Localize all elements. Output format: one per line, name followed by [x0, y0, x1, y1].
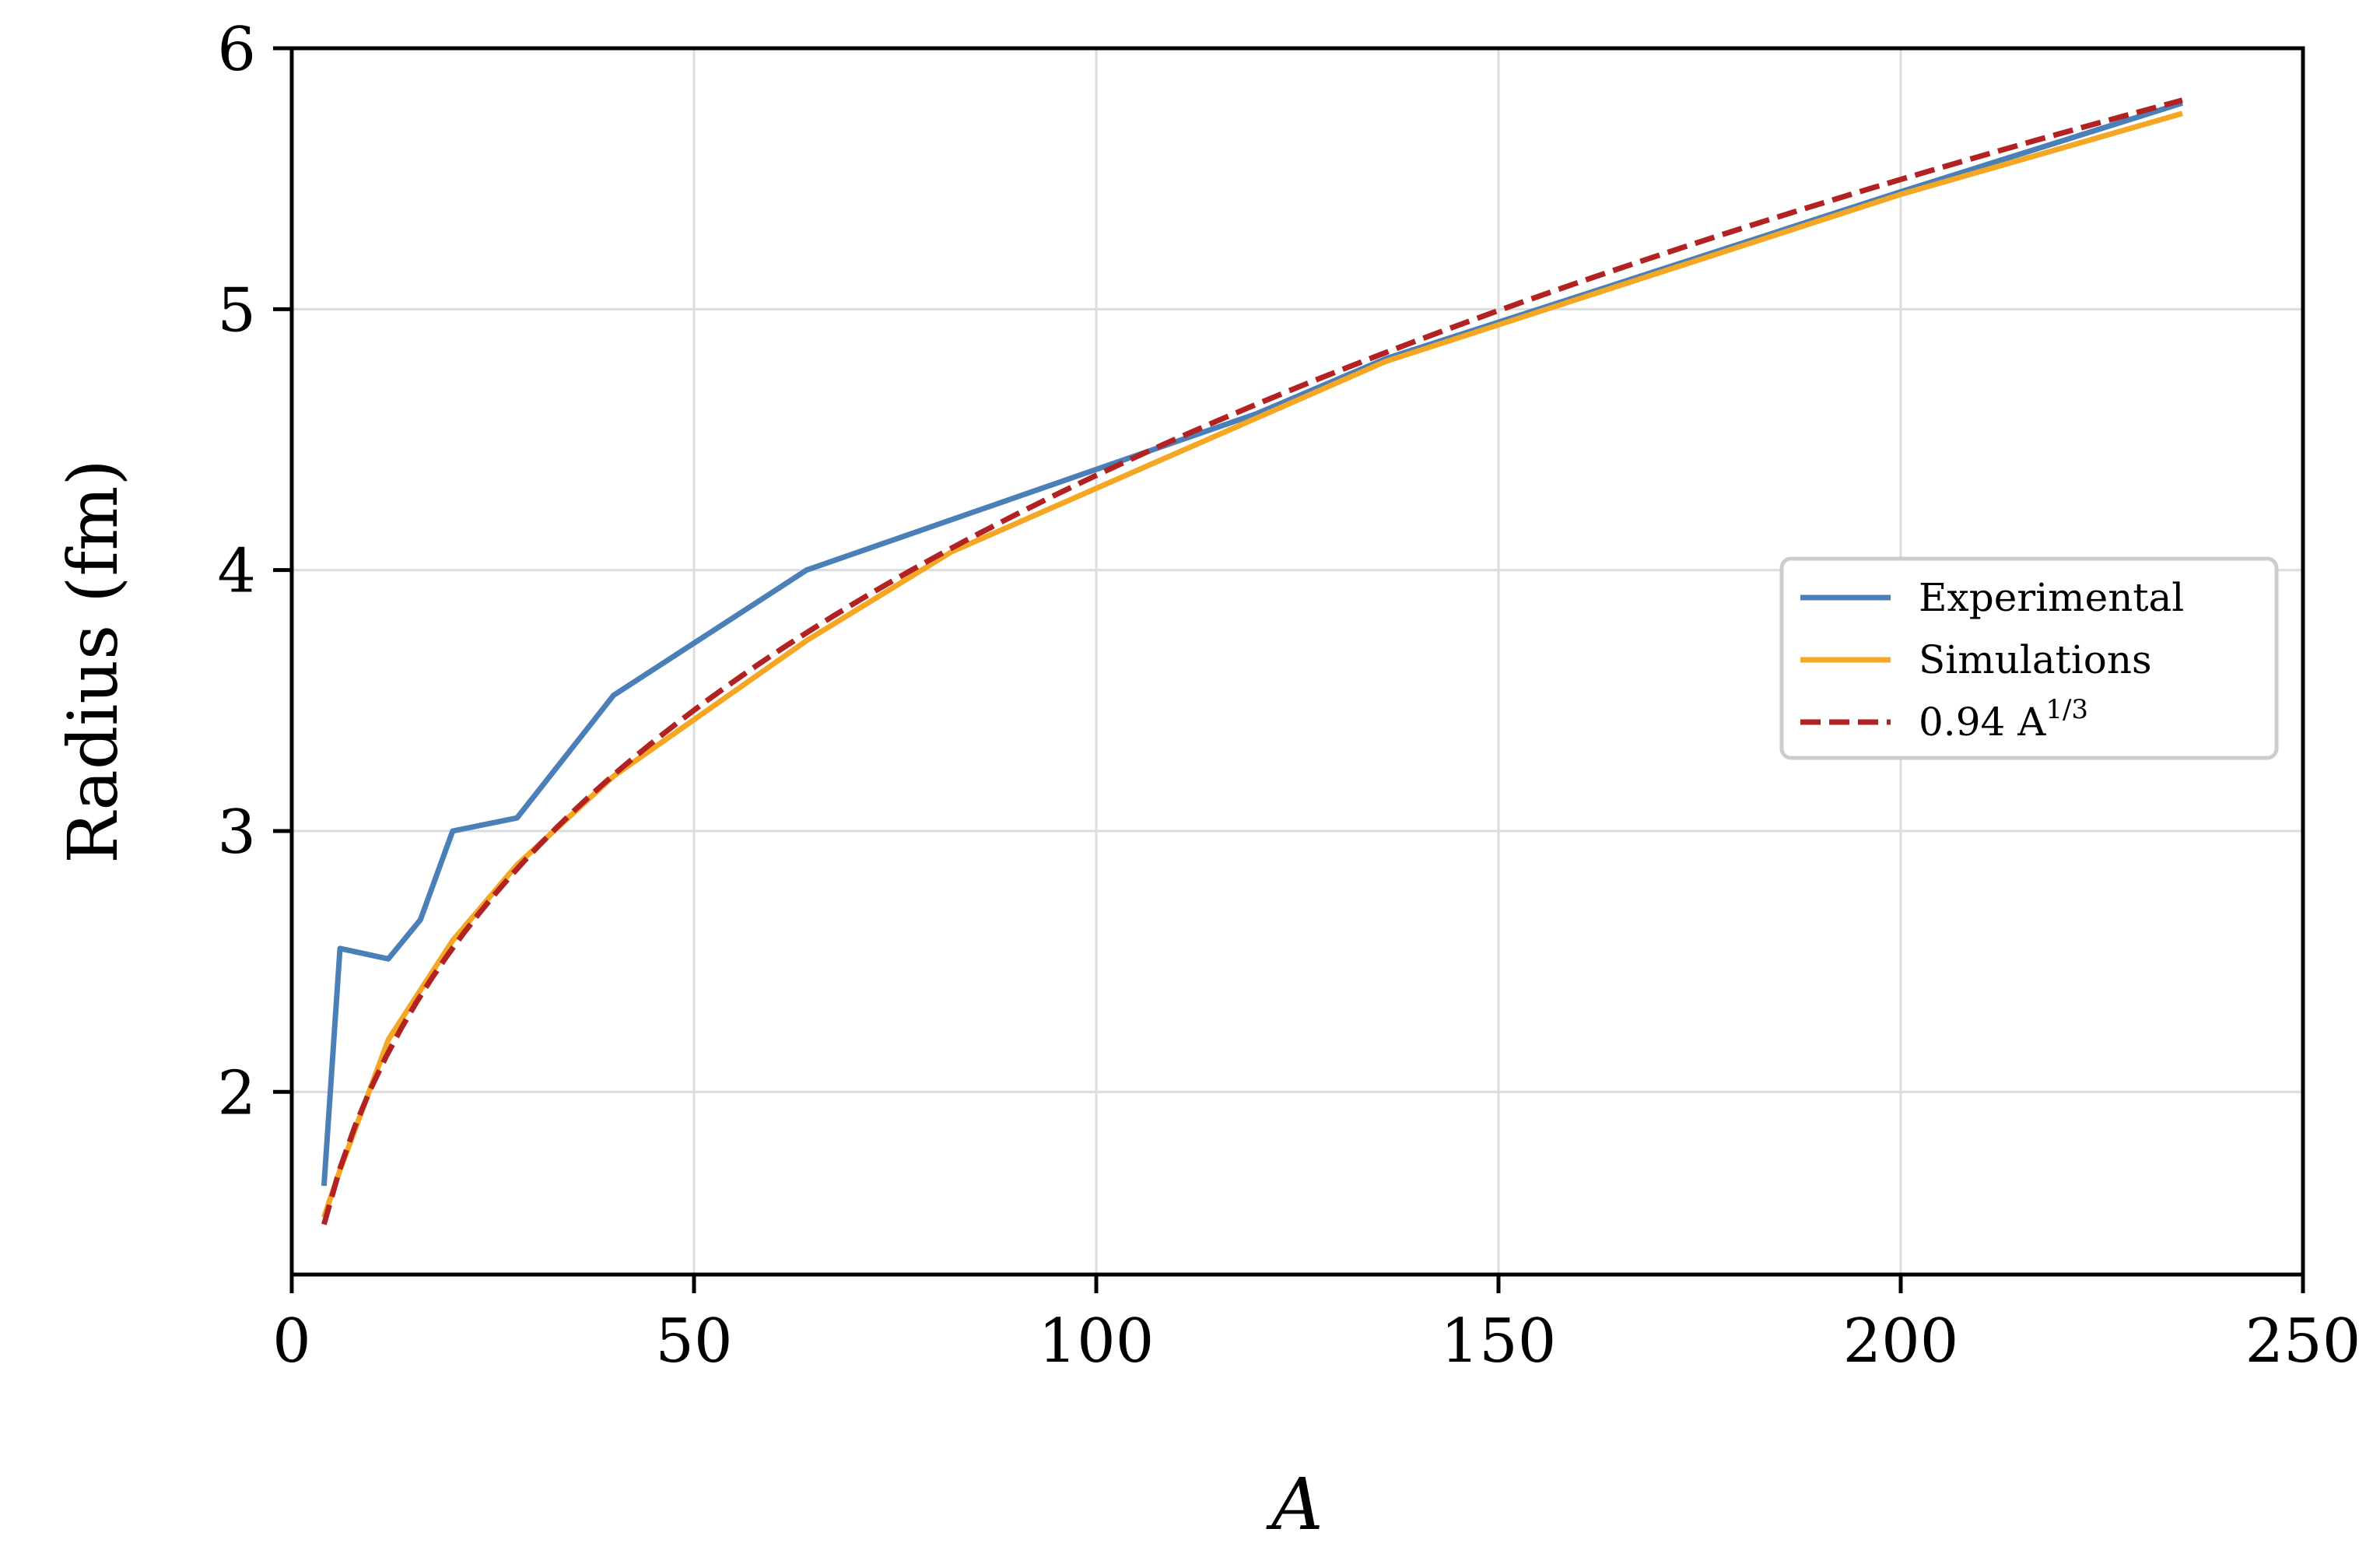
y-tick-label: 3 — [217, 798, 256, 868]
legend-label: Simulations — [1919, 637, 2152, 682]
y-tick-label: 6 — [217, 15, 256, 85]
y-tick-label: 4 — [217, 537, 256, 607]
series-line-3 — [321, 97, 2183, 1226]
y-tick-label: 5 — [217, 275, 256, 345]
grid — [292, 48, 2303, 1275]
y-axis-label: Radius (fm) — [53, 459, 133, 864]
series-layer — [321, 97, 2183, 1226]
x-tick-label: 50 — [655, 1306, 732, 1376]
x-tick-label: 150 — [1441, 1306, 1557, 1376]
legend-label-superscript: 1/3 — [2045, 694, 2088, 725]
plot-frame — [289, 46, 2305, 1277]
x-axis-label: A — [1265, 1463, 1323, 1546]
ticks: 0 50 100 150 200 250 2 3 4 5 6 — [217, 15, 2361, 1376]
legend-label: Experimental — [1919, 575, 2184, 620]
legend-box — [1779, 556, 2279, 760]
x-tick-label: 100 — [1039, 1306, 1155, 1376]
x-tick-label: 0 — [272, 1306, 311, 1376]
x-tick-label: 250 — [2245, 1306, 2361, 1376]
y-tick-label: 2 — [217, 1058, 256, 1128]
x-tick-label: 200 — [1843, 1306, 1959, 1376]
